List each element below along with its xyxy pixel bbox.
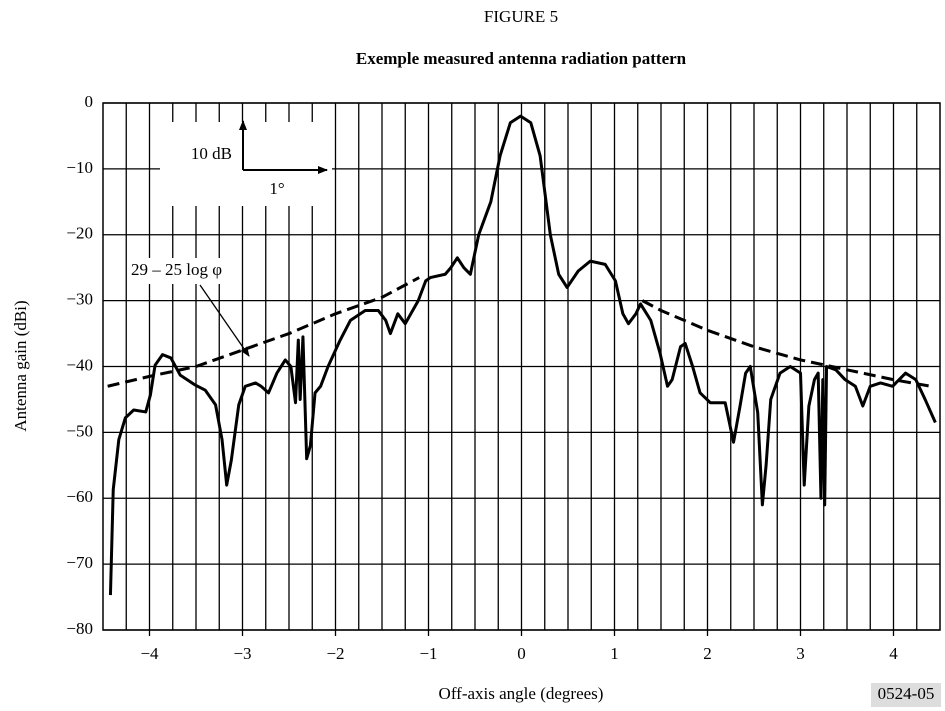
x-tick-label: −4: [140, 644, 159, 663]
envelope-arrow: [199, 284, 250, 357]
x-tick-label: −2: [326, 644, 344, 663]
y-tick-label: −60: [66, 487, 93, 506]
chart-title: Exemple measured antenna radiation patte…: [356, 49, 687, 68]
x-tick-label: 1: [610, 644, 619, 663]
y-tick-label: −20: [66, 224, 93, 243]
figure-code: 0524-05: [878, 684, 935, 703]
y-tick-label: −40: [66, 355, 93, 374]
y-tick-label: −10: [66, 158, 93, 177]
scale-x-label: 1°: [269, 179, 284, 198]
envelope-label: 29 – 25 log φ: [131, 260, 222, 279]
figure-number: FIGURE 5: [484, 7, 558, 26]
code-bg: [871, 683, 941, 707]
x-tick-label: 0: [517, 644, 526, 663]
scale-y-label: 10 dB: [191, 144, 232, 163]
y-tick-label: −50: [66, 421, 93, 440]
plot-frame: [102, 102, 941, 631]
x-tick-label: 4: [889, 644, 898, 663]
x-tick-label: 3: [796, 644, 805, 663]
overlay: 10 dB 1° 29 – 25 log φ: [128, 120, 332, 357]
y-tick-label: −80: [66, 619, 93, 638]
y-tick-label: 0: [85, 92, 94, 111]
x-tick-label: 2: [703, 644, 712, 663]
scale-box: [160, 122, 332, 206]
envelope-line: [107, 276, 420, 388]
y-tick-label: −70: [66, 553, 93, 572]
y-tick-label: −30: [66, 290, 93, 309]
x-tick-label: −1: [419, 644, 437, 663]
y-axis-label: Antenna gain (dBi): [11, 300, 30, 431]
x-tick-label: −3: [233, 644, 251, 663]
x-axis-label: Off-axis angle (degrees): [439, 684, 604, 703]
envelope-line: [641, 299, 931, 388]
envelope-label-bg: [128, 258, 234, 284]
pattern-line: [108, 114, 937, 596]
